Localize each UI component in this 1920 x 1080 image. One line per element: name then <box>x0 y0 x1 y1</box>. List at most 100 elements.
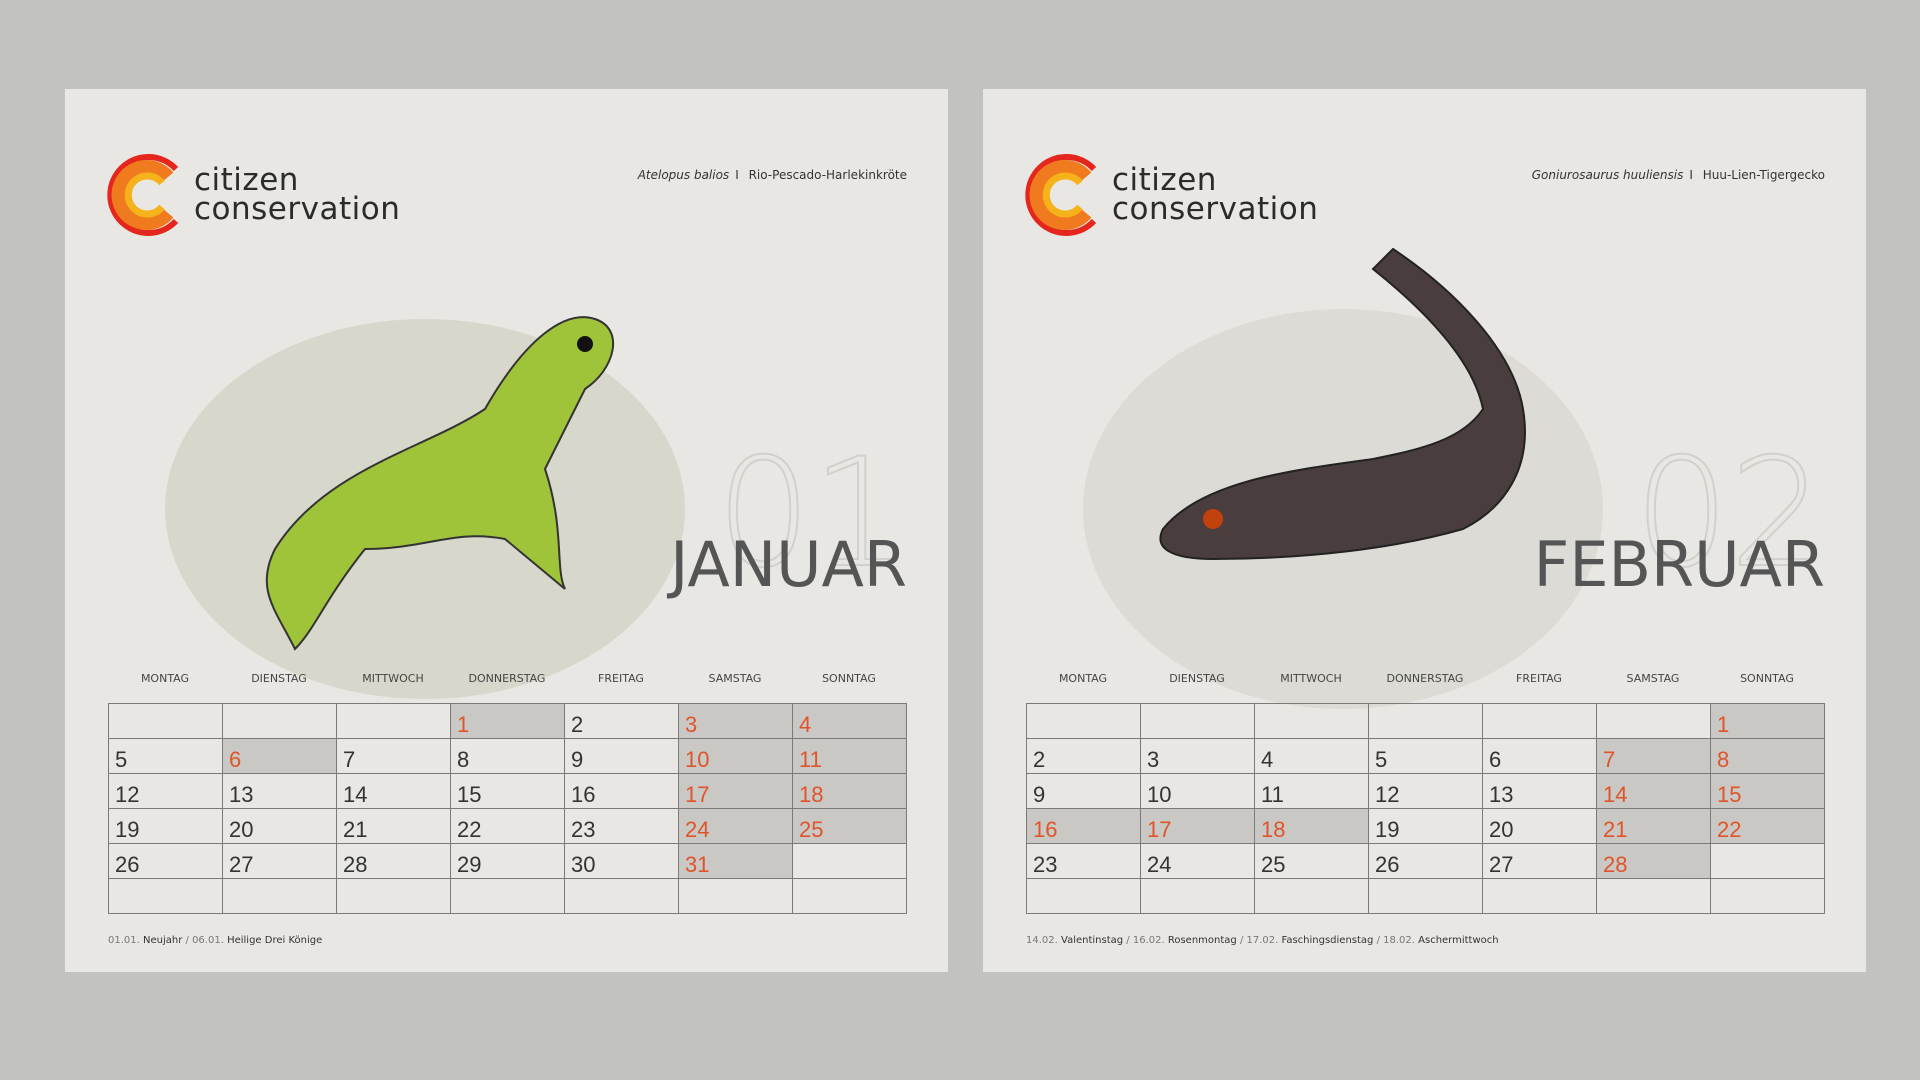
day-cell: 28 <box>1596 843 1711 879</box>
day-cell: 27 <box>222 843 337 879</box>
day-cell: 20 <box>222 808 337 844</box>
day-cell: 11 <box>792 738 907 774</box>
day-cell: 4 <box>1254 738 1369 774</box>
holiday-footnote: 14.02. Valentinstag / 16.02. Rosenmontag… <box>1026 935 1499 946</box>
day-cell <box>1254 703 1369 739</box>
species-caption: Goniurosaurus huuliensis I Huu-Lien-Tiger… <box>1532 168 1825 182</box>
species-caption: Atelopus balios I Rio-Pescado-Harlekinkrö… <box>638 168 907 182</box>
species-latin: Atelopus balios <box>637 168 730 182</box>
day-cell: 22 <box>1710 808 1825 844</box>
holiday-date: 14.02. <box>1026 935 1058 946</box>
day-cell: 16 <box>564 773 679 809</box>
day-cell <box>336 703 451 739</box>
day-cell <box>108 703 223 739</box>
day-cell <box>1710 878 1825 914</box>
calendar-page-februar: citizen conservation Goniurosaurus huulie… <box>983 89 1866 972</box>
logo-line1: citizen <box>194 162 299 198</box>
week-row: 12 13 14 15 16 17 18 <box>108 773 907 809</box>
species-latin: Goniurosaurus huuliensis <box>1531 168 1684 182</box>
animal-illustration <box>165 316 685 699</box>
day-cell: 19 <box>108 808 223 844</box>
animal-illustration <box>1083 247 1603 709</box>
day-cell: 25 <box>1254 843 1369 879</box>
day-cell <box>564 878 679 914</box>
day-cell: 2 <box>1026 738 1141 774</box>
day-cell: 30 <box>564 843 679 879</box>
holiday-name: Neujahr <box>143 935 183 946</box>
holiday-name: Heilige Drei Könige <box>227 935 323 946</box>
day-cell: 7 <box>336 738 451 774</box>
month-name: FEBRUAR <box>1533 528 1825 601</box>
day-cell: 6 <box>222 738 337 774</box>
day-cell: 3 <box>678 703 793 739</box>
day-cell: 15 <box>1710 773 1825 809</box>
day-cell <box>222 878 337 914</box>
week-row: 23 24 25 26 27 28 <box>1026 843 1825 879</box>
day-cell <box>108 878 223 914</box>
day-cell: 27 <box>1482 843 1597 879</box>
day-cell: 17 <box>678 773 793 809</box>
weekday-label: SAMSTAG <box>708 672 762 685</box>
day-cell: 9 <box>1026 773 1141 809</box>
day-cell: 21 <box>336 808 451 844</box>
day-cell: 29 <box>450 843 565 879</box>
day-cell <box>1368 878 1483 914</box>
logo-line1: citizen <box>1112 162 1217 198</box>
day-cell: 3 <box>1140 738 1255 774</box>
weekday-label: SONNTAG <box>1740 672 1794 685</box>
day-cell <box>1368 703 1483 739</box>
holiday-name: Faschingsdienstag <box>1281 935 1374 946</box>
holiday-date: 01.01. <box>108 935 140 946</box>
day-cell: 13 <box>222 773 337 809</box>
species-common: Huu-Lien-Tigergecko <box>1702 168 1825 182</box>
week-row: 16 17 18 19 20 21 22 <box>1026 808 1825 844</box>
calendar-page-januar: citizen conservation Atelopus balios I Rio… <box>65 89 948 972</box>
day-cell: 1 <box>450 703 565 739</box>
weekday-header: MONTAG DIENSTAG MITTWOCH DONNERSTAG FREITAG S… <box>108 672 906 685</box>
day-cell: 28 <box>336 843 451 879</box>
species-common: Rio-Pescado-Harlekinkröte <box>748 168 907 182</box>
weekday-label: MONTAG <box>1058 672 1108 685</box>
day-cell <box>1482 703 1597 739</box>
weekday-label: DIENSTAG <box>251 672 307 685</box>
day-cell: 24 <box>678 808 793 844</box>
weekday-label: DONNERSTAG <box>1386 672 1464 685</box>
week-row: 5 6 7 8 9 10 11 <box>108 738 907 774</box>
day-cell: 20 <box>1482 808 1597 844</box>
day-cell: 5 <box>1368 738 1483 774</box>
day-cell: 14 <box>1596 773 1711 809</box>
day-cell <box>1140 878 1255 914</box>
holiday-name: Rosenmontag <box>1167 935 1237 946</box>
day-cell <box>1482 878 1597 914</box>
day-cell: 1 <box>1710 703 1825 739</box>
citizen-conservation-logo-icon <box>1025 154 1097 236</box>
day-cell: 6 <box>1482 738 1597 774</box>
day-cell: 18 <box>792 773 907 809</box>
weekday-label: FREITAG <box>1516 672 1562 685</box>
weekday-label: DONNERSTAG <box>468 672 546 685</box>
day-cell <box>1140 703 1255 739</box>
day-cell <box>1596 703 1711 739</box>
holiday-date: 17.02. <box>1246 935 1279 946</box>
citizen-conservation-logo-icon <box>107 154 179 236</box>
weekday-label: MONTAG <box>140 672 190 685</box>
weekday-label: SONNTAG <box>822 672 876 685</box>
day-cell <box>222 703 337 739</box>
day-cell: 12 <box>108 773 223 809</box>
day-cell: 8 <box>1710 738 1825 774</box>
weekday-label: SAMSTAG <box>1626 672 1680 685</box>
month-name: JANUAR <box>670 528 907 601</box>
day-cell: 19 <box>1368 808 1483 844</box>
separator: I <box>735 168 739 182</box>
day-cell: 26 <box>1368 843 1483 879</box>
day-cell: 21 <box>1596 808 1711 844</box>
day-cell: 24 <box>1140 843 1255 879</box>
logo-line2: conservation <box>194 191 401 227</box>
week-row: 19 20 21 22 23 24 25 <box>108 808 907 844</box>
weekday-header: MONTAG DIENSTAG MITTWOCH DONNERSTAG FREITAG S… <box>1026 672 1824 685</box>
weekday-label: MITTWOCH <box>362 672 424 685</box>
day-cell <box>1596 878 1711 914</box>
day-cell <box>1254 878 1369 914</box>
logo: citizen conservation <box>1024 151 1318 239</box>
